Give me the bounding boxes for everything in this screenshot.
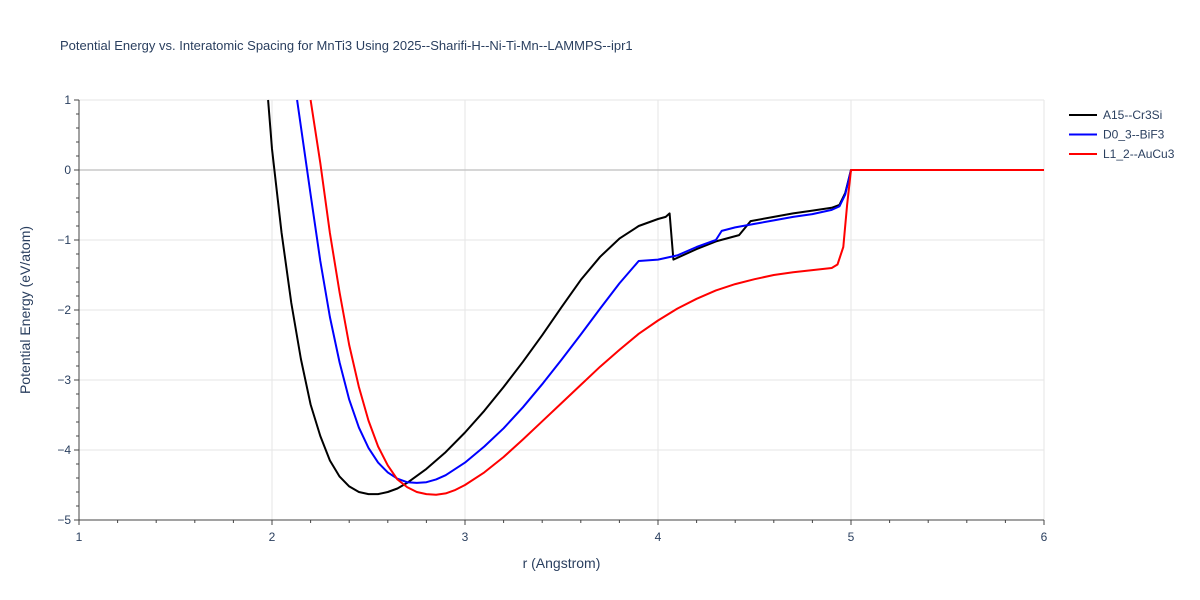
x-tick-label: 5 <box>848 530 855 544</box>
x-tick-label: 3 <box>462 530 469 544</box>
y-tick-label: −5 <box>57 513 71 527</box>
y-axis-title: Potential Energy (eV/atom) <box>17 226 33 394</box>
y-tick-label: −3 <box>57 373 71 387</box>
series-line-2 <box>296 99 1044 484</box>
chart-title: Potential Energy vs. Interatomic Spacing… <box>60 38 633 53</box>
legend: A15--Cr3Si D0_3--BiF3 L1_2--AuCu3 <box>1069 108 1175 161</box>
y-tick-label: 0 <box>64 163 71 177</box>
x-tick-label: 2 <box>269 530 276 544</box>
legend-label-1: A15--Cr3Si <box>1103 108 1162 122</box>
y-tick-label: −1 <box>57 233 71 247</box>
x-tick-label: 4 <box>655 530 662 544</box>
x-tick-label: 6 <box>1041 530 1048 544</box>
series-lines <box>267 99 1044 496</box>
x-tick-label: 1 <box>76 530 83 544</box>
series-line-3 <box>309 99 1044 496</box>
y-tick-label: −2 <box>57 303 71 317</box>
axes <box>74 99 1045 525</box>
series-line-1 <box>267 99 1044 496</box>
y-tick-labels: 1 0 −1 −2 −3 −4 −5 <box>57 93 71 527</box>
legend-label-3: L1_2--AuCu3 <box>1103 147 1175 161</box>
legend-label-2: D0_3--BiF3 <box>1103 128 1165 142</box>
x-tick-labels: 1 2 3 4 5 6 <box>76 530 1048 544</box>
x-axis-title: r (Angstrom) <box>523 555 601 571</box>
y-tick-label: 1 <box>64 93 71 107</box>
y-tick-label: −4 <box>57 443 71 457</box>
